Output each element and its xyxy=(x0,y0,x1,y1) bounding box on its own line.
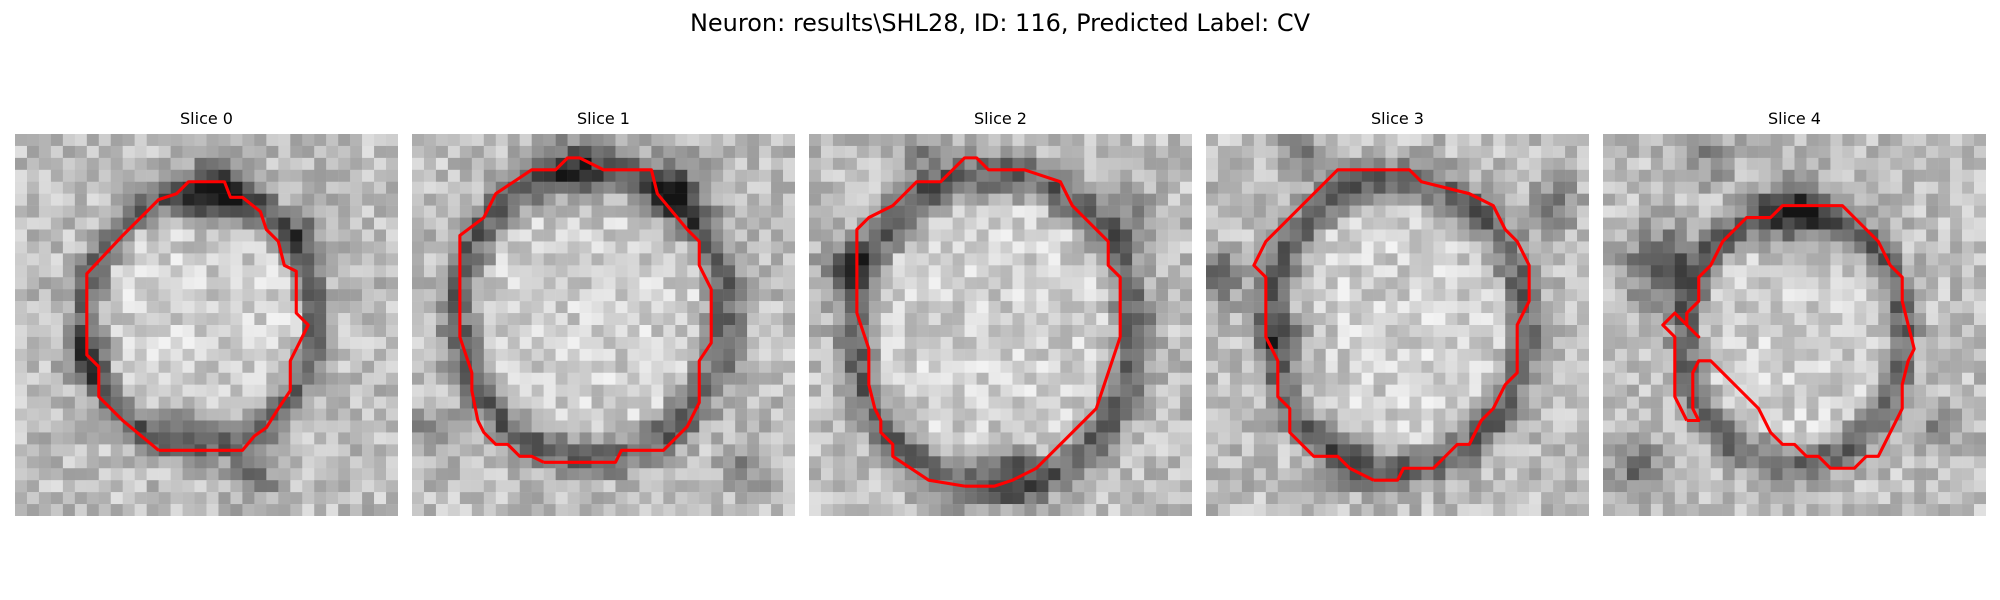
microscopy-pixels-3 xyxy=(1206,134,1589,516)
slice-panel-1: Slice 1 xyxy=(412,106,795,516)
slice-image-2 xyxy=(809,134,1192,516)
slice-panel-0: Slice 0 xyxy=(15,106,398,516)
slice-panel-4: Slice 4 xyxy=(1603,106,1986,516)
microscopy-pixels-2 xyxy=(809,134,1192,516)
contour-0 xyxy=(85,180,310,452)
slice-title-3: Slice 3 xyxy=(1371,109,1424,128)
slice-image-4 xyxy=(1603,134,1986,516)
slice-panel-3: Slice 3 xyxy=(1206,106,1589,516)
slice-image-1 xyxy=(412,134,795,516)
contour-3 xyxy=(1252,168,1531,482)
slice-image-3 xyxy=(1206,134,1589,516)
contour-4 xyxy=(1661,204,1916,470)
slice-title-0: Slice 0 xyxy=(180,109,233,128)
contour-1 xyxy=(458,156,713,464)
microscopy-pixels-4 xyxy=(1603,134,1986,516)
figure-title: Neuron: results\SHL28, ID: 116, Predicte… xyxy=(689,9,1311,37)
slice-image-0 xyxy=(15,134,398,516)
slice-title-1: Slice 1 xyxy=(577,109,630,128)
slice-title-4: Slice 4 xyxy=(1768,109,1821,128)
slice-title-2: Slice 2 xyxy=(974,109,1027,128)
contour-2 xyxy=(855,156,1122,488)
slice-panel-2: Slice 2 xyxy=(809,106,1192,516)
microscopy-pixels-1 xyxy=(412,134,795,516)
microscopy-pixels-0 xyxy=(15,134,398,516)
